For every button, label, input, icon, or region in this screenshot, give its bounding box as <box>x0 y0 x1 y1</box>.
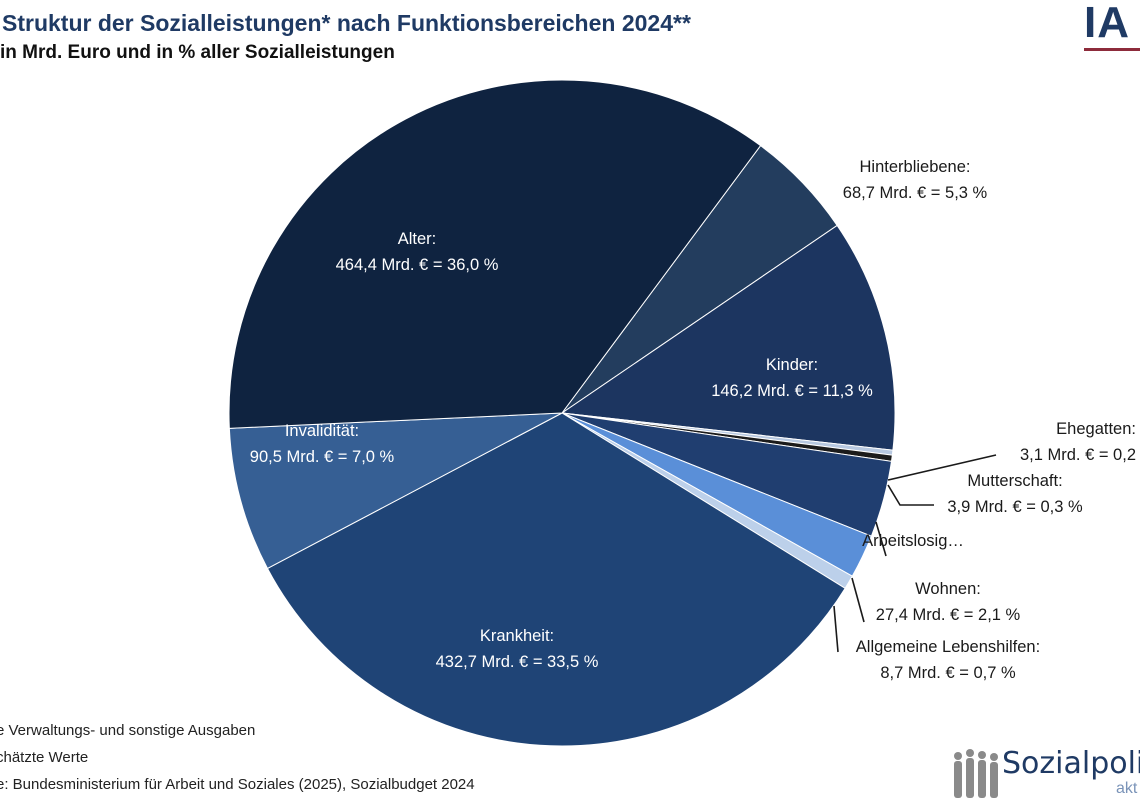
leader-line-allgemeine-lebenshilfen <box>833 605 839 653</box>
slice-value-hinterbliebene: 68,7 Mrd. € = 5,3 % <box>843 184 988 202</box>
slice-name-invaliditaet: Invalidität: <box>285 422 359 440</box>
slice-value-wohnen: 27,4 Mrd. € = 2,1 % <box>876 606 1021 624</box>
sozialpolitik-logo-text: Sozialpoli <box>1002 746 1140 781</box>
leader-line-arbeitslosigkeit <box>875 521 887 557</box>
iaq-logo: IA <box>1080 0 1140 56</box>
pie-slices <box>228 79 896 747</box>
pie-slice-alter <box>228 79 762 429</box>
slice-value-invaliditaet: 90,5 Mrd. € = 7,0 % <box>250 448 395 466</box>
slice-value-mutterschaft: 3,9 Mrd. € = 0,3 % <box>947 498 1083 516</box>
leader-line-ehegatten <box>887 454 997 481</box>
slice-value-ehegatten: 3,1 Mrd. € = 0,2 <box>1020 446 1136 464</box>
slice-name-hinterbliebene: Hinterbliebene: <box>860 158 971 176</box>
footnote-estimated: chätzte Werte <box>0 749 89 766</box>
chart-title: Struktur der Sozialleistungen* nach Funk… <box>2 10 691 36</box>
slice-value-alter: 464,4 Mrd. € = 36,0 % <box>336 256 499 274</box>
iaq-logo-text: IA <box>1084 0 1130 47</box>
slice-value-allgemeine-lebenshilfen: 8,7 Mrd. € = 0,7 % <box>880 664 1016 682</box>
footnote-administration: e Verwaltungs- und sonstige Ausgaben <box>0 722 256 739</box>
iaq-logo-underline <box>1084 48 1140 51</box>
leader-line-mutterschaft <box>887 484 934 506</box>
slice-name-alter: Alter: <box>398 230 437 248</box>
sozialpolitik-aktuell-logo: Sozialpoli akt <box>948 742 1140 800</box>
slice-name-allgemeine-lebenshilfen: Allgemeine Lebenshilfen: <box>856 638 1040 656</box>
leader-line-wohnen <box>851 577 865 623</box>
sozialpolitik-logo-subtext: akt <box>1116 780 1138 797</box>
slice-value-kinder: 146,2 Mrd. € = 11,3 % <box>711 382 873 400</box>
pie-slice-kinder <box>560 224 896 451</box>
chart-subtitle: in Mrd. Euro und in % aller Sozialleistu… <box>0 42 395 63</box>
slice-value-krankheit: 432,7 Mrd. € = 33,5 % <box>436 653 599 671</box>
people-silhouettes-icon <box>954 749 998 798</box>
slice-name-ehegatten: Ehegatten: <box>1056 420 1136 438</box>
slice-labels: Hinterbliebene: 68,7 Mrd. € = 5,3 % Kinder… <box>250 158 1136 682</box>
footnote-source: e: Bundesministerium für Arbeit und Sozi… <box>0 776 475 793</box>
slice-name-mutterschaft: Mutterschaft: <box>967 472 1062 490</box>
pie-slice-krankheit <box>266 412 846 747</box>
slice-name-krankheit: Krankheit: <box>480 627 554 645</box>
slice-name-kinder: Kinder: <box>766 356 818 374</box>
slice-name-arbeitslosigkeit: Arbeitslosig… <box>862 532 964 550</box>
slice-name-wohnen: Wohnen: <box>915 580 981 598</box>
pie-slice-invaliditaet <box>228 412 563 570</box>
leader-lines <box>833 454 997 653</box>
